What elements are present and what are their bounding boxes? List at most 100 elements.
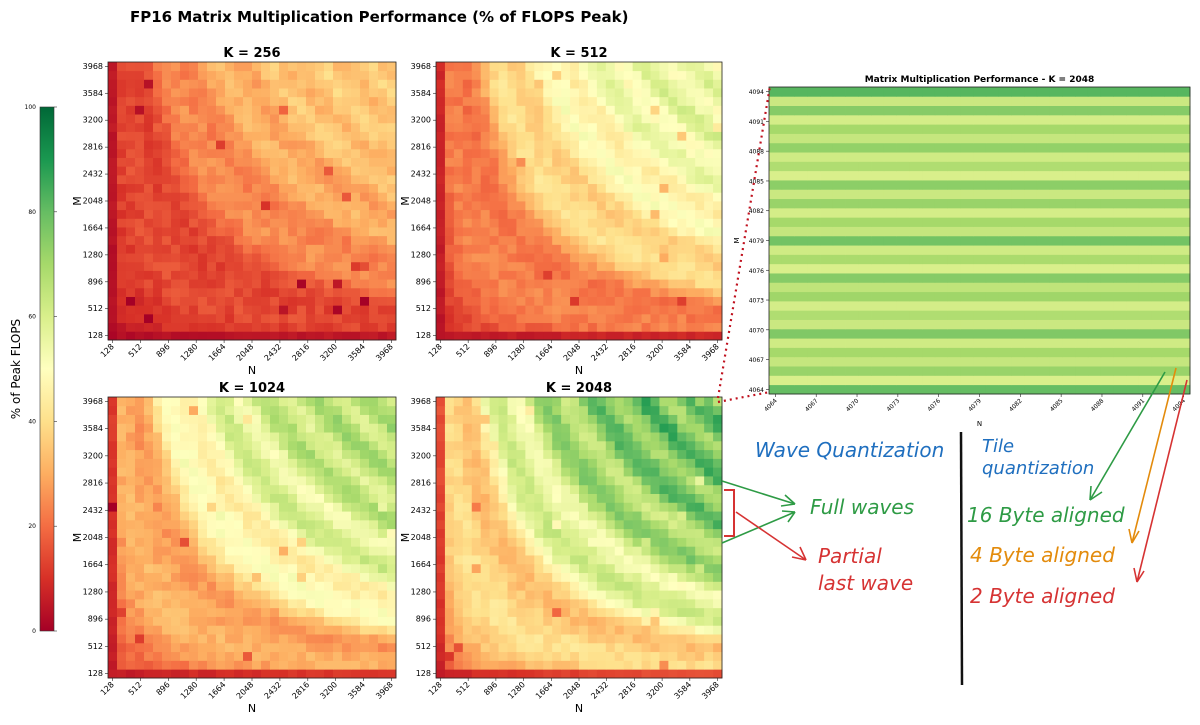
heatmap-cell	[668, 296, 678, 306]
heatmap-cell	[677, 423, 687, 433]
heatmap-cell	[444, 598, 455, 609]
heatmap-cell	[126, 305, 136, 315]
heatmap-cell	[587, 449, 598, 459]
heatmap-cell	[288, 607, 298, 617]
heatmap-cell	[261, 484, 271, 494]
heatmap-cell	[471, 140, 482, 150]
heatmap-cell	[108, 192, 118, 202]
heatmap-cell	[1151, 366, 1165, 376]
heatmap-cell	[650, 62, 660, 72]
heatmap-cell	[570, 201, 580, 211]
y-tick-label: 3200	[411, 451, 431, 460]
heatmap-cell	[108, 331, 118, 341]
heatmap-cell	[587, 616, 598, 626]
y-tick-label: 3584	[411, 89, 431, 98]
heatmap-cell	[858, 291, 872, 302]
heatmap-cell	[462, 174, 473, 185]
heatmap-cell	[180, 502, 190, 512]
heatmap-cell	[1087, 207, 1102, 218]
heatmap-cell	[462, 651, 473, 661]
heatmap-cell	[686, 651, 696, 661]
heatmap-cell	[243, 519, 253, 530]
heatmap-cell	[108, 581, 118, 591]
heatmap-cell	[570, 669, 580, 679]
heatmap-cell	[225, 414, 235, 424]
heatmap-cell	[632, 192, 642, 202]
heatmap-cell	[315, 669, 325, 679]
heatmap-cell	[144, 305, 154, 315]
heatmap-cell	[333, 148, 343, 158]
heatmap-cell	[570, 157, 580, 167]
heatmap-cell	[207, 590, 217, 600]
heatmap-cell	[225, 642, 235, 653]
heatmap-cell	[216, 331, 226, 341]
heatmap-cell	[858, 198, 872, 209]
heatmap-cell	[324, 253, 334, 263]
heatmap-cell	[713, 322, 723, 332]
heatmap-cell	[288, 405, 298, 415]
colorbar-tick-label: 40	[28, 418, 36, 425]
heatmap-cell	[252, 79, 262, 89]
heatmap-cell	[270, 122, 280, 132]
heatmap-cell	[605, 405, 616, 415]
heatmap-cell	[543, 414, 553, 424]
heatmap-cell	[677, 279, 687, 289]
heatmap-cell	[171, 458, 181, 468]
heatmap-cell	[596, 209, 607, 219]
heatmap-cell	[162, 423, 172, 433]
figure-title: FP16 Matrix Multiplication Performance (…	[130, 8, 628, 26]
heatmap-cell	[387, 122, 397, 132]
heatmap-cell	[135, 122, 145, 132]
heatmap-cell	[180, 296, 190, 306]
heatmap-cell	[871, 226, 885, 237]
heatmap-cell	[516, 528, 526, 538]
heatmap-cell	[270, 642, 280, 653]
heatmap-cell	[471, 174, 482, 185]
heatmap-cell	[934, 384, 949, 395]
heatmap-cell	[471, 414, 482, 424]
heatmap-cell	[650, 148, 660, 158]
x-tick-label: 128	[99, 342, 116, 359]
heatmap-cell	[261, 183, 271, 193]
heatmap-cell	[525, 607, 535, 617]
heatmap-cell	[871, 198, 885, 209]
heatmap-cell	[820, 291, 834, 302]
heatmap-cell	[261, 227, 271, 237]
heatmap-cell	[279, 546, 289, 556]
heatmap-cell	[453, 279, 464, 289]
heatmap-cell	[135, 616, 145, 626]
heatmap-cell	[135, 96, 145, 106]
heatmap-cell	[713, 148, 723, 158]
heatmap-cell	[632, 502, 642, 512]
heatmap-cell	[713, 634, 723, 644]
heatmap-cell	[225, 607, 235, 617]
heatmap-cell	[243, 537, 253, 547]
heatmap-cell	[570, 590, 580, 600]
heatmap-cell	[534, 502, 544, 512]
heatmap-cell	[144, 642, 154, 653]
heatmap-cell	[369, 261, 379, 271]
heatmap-cell	[489, 88, 499, 98]
heatmap-cell	[171, 625, 181, 635]
heatmap-cell	[552, 484, 562, 494]
heatmap-cell	[234, 201, 244, 211]
heatmap-cell	[525, 440, 535, 451]
heatmap-cell	[306, 305, 316, 315]
heatmap-cell	[117, 467, 127, 477]
heatmap-cell	[252, 581, 262, 591]
heatmap-cell	[543, 651, 553, 661]
heatmap-cell	[650, 449, 660, 459]
heatmap-cell	[153, 235, 163, 245]
heatmap-cell	[261, 625, 271, 635]
heatmap-cell	[596, 634, 607, 644]
heatmap-cell	[126, 96, 136, 106]
heatmap-cell	[279, 476, 289, 486]
y-tick-label: 1664	[83, 223, 103, 232]
heatmap-cell	[596, 261, 607, 271]
heatmap-cell	[462, 397, 473, 407]
heatmap-cell	[171, 440, 181, 451]
heatmap-cell	[180, 157, 190, 167]
heatmap-cell	[677, 476, 687, 486]
heatmap-cell	[489, 502, 499, 512]
heatmap-cell	[189, 305, 199, 315]
